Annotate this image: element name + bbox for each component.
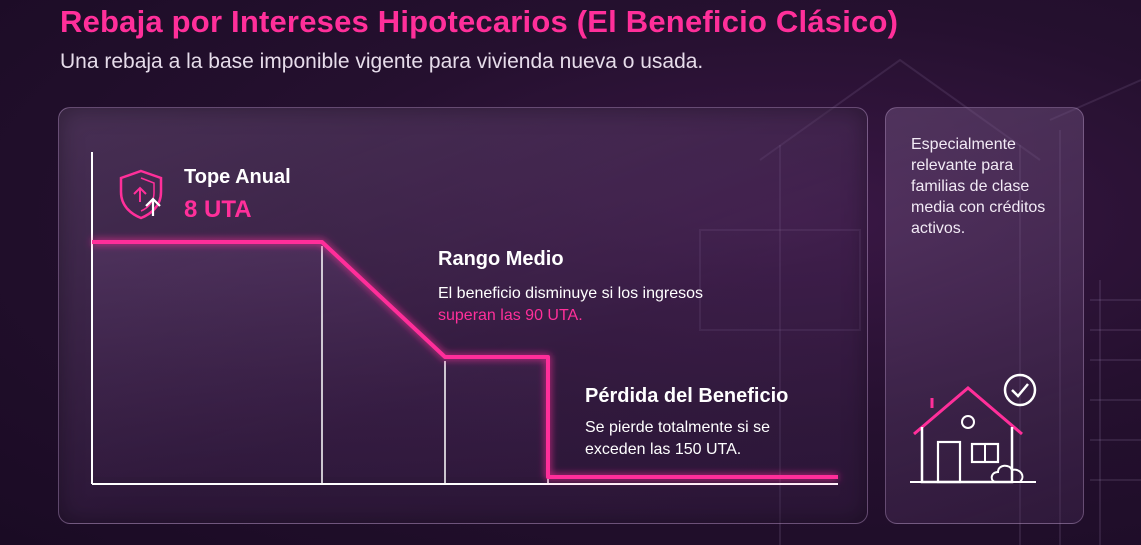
rango-medio-text-plain: El beneficio disminuye si los ingresos bbox=[438, 285, 704, 302]
house-checkmark-icon bbox=[910, 373, 1037, 484]
rango-medio-text-highlight: superan las 90 UTA. bbox=[438, 307, 583, 324]
tope-anual-title: Tope Anual bbox=[184, 166, 291, 188]
rango-medio-title: Rango Medio bbox=[438, 248, 564, 270]
perdida-text-line2: exceden las 150 UTA. bbox=[585, 441, 742, 458]
shield-up-arrow-icon bbox=[119, 169, 163, 220]
perdida-text-line1: Se pierde totalmente si se bbox=[585, 419, 770, 436]
page-title: Rebaja por Intereses Hipotecarios (El Be… bbox=[60, 4, 899, 39]
page-subtitle: Una rebaja a la base imponible vigente p… bbox=[60, 50, 704, 73]
benefit-line bbox=[92, 240, 838, 479]
chart-area-fill bbox=[92, 242, 548, 477]
rango-medio-text: El beneficio disminuye si los ingresos s… bbox=[438, 283, 768, 327]
tope-anual-value: 8 UTA bbox=[184, 196, 252, 223]
perdida-beneficio-text: Se pierde totalmente si se exceden las 1… bbox=[585, 417, 825, 461]
side-panel-text: Especialmente relevante para familias de… bbox=[911, 136, 1046, 237]
perdida-beneficio-title: Pérdida del Beneficio bbox=[585, 385, 789, 407]
